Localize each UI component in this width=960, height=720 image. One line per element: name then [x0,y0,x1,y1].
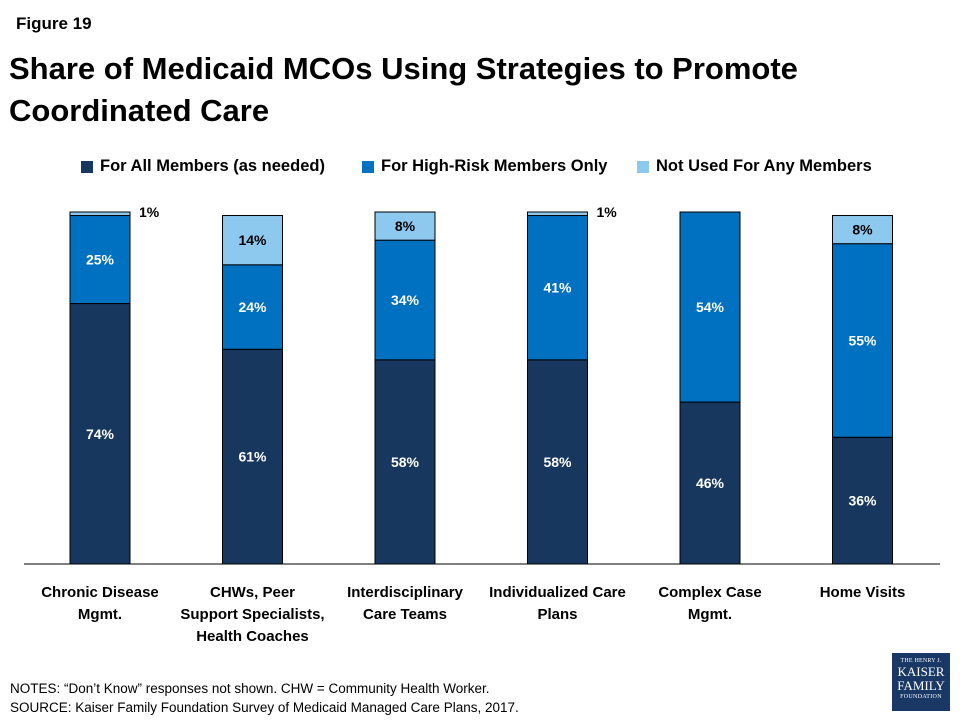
data-label-not-used: 8% [395,218,416,234]
data-label-all-members: 61% [238,449,267,465]
legend-label-all-members: For All Members (as needed) [100,157,325,175]
legend-label-not-used: Not Used For Any Members [656,157,872,175]
bar-segment-all-members [832,436,893,565]
bar-segment-high-risk [69,215,131,305]
legend-swatch-high-risk [362,160,374,173]
legend-item-high-risk: For High-Risk Members Only [362,157,607,176]
category-label: Mgmt. [78,606,122,623]
legend-swatch-not-used [637,160,649,173]
notes: NOTES: “Don’t Know” responses not shown.… [10,679,519,717]
category-label: Interdisciplinary [347,584,464,601]
data-label-all-members: 58% [543,454,572,470]
category-label: Complex Case [658,584,761,601]
data-label-all-members: 36% [848,493,877,509]
category-label: Home Visits [820,584,906,601]
legend-swatch-all-members [81,160,93,173]
data-label-high-risk: 54% [696,299,725,315]
source-line: SOURCE: Kaiser Family Foundation Survey … [10,700,519,715]
data-label-not-used: 1% [139,204,160,220]
category-label: Health Coaches [196,628,309,645]
data-label-high-risk: 34% [391,292,420,308]
category-label: Individualized Care [489,584,626,601]
category-label: Chronic Disease [41,584,159,601]
bar-segment-not-used [69,211,131,217]
data-label-all-members: 58% [391,454,420,470]
legend: For All Members (as needed) For High-Ris… [0,157,960,181]
bar-segment-not-used [374,211,436,241]
bar-segment-not-used [222,215,283,266]
data-label-not-used: 1% [597,204,618,220]
bar-segment-all-members [374,359,436,565]
category-label: Support Specialists, [180,606,324,623]
kff-logo: THE HENRY J. KAISER FAMILY FOUNDATION [892,653,950,711]
bar-segment-high-risk [527,215,588,361]
data-label-high-risk: 24% [238,299,267,315]
figure-label: Figure 19 [16,14,92,33]
legend-label-high-risk: For High-Risk Members Only [381,157,608,175]
data-label-not-used: 8% [852,222,873,238]
category-label: CHWs, Peer [210,584,295,601]
data-label-all-members: 74% [86,426,115,442]
category-label: Mgmt. [688,606,732,623]
data-label-not-used: 14% [238,232,267,248]
category-label: Plans [537,606,577,623]
data-label-high-risk: 25% [86,252,115,268]
data-label-high-risk: 55% [848,332,877,348]
legend-item-not-used: Not Used For Any Members [637,157,872,176]
chart-title: Share of Medicaid MCOs Using Strategies … [9,51,798,128]
notes-line: NOTES: “Don’t Know” responses not shown.… [10,681,490,696]
bar-segment-all-members [679,401,741,565]
legend-item-all-members: For All Members (as needed) [81,157,325,176]
category-label: Care Teams [363,606,447,623]
bar-segment-high-risk [374,239,436,361]
stacked-bar-chart: 74% 25% 1% Chronic Disease Mgmt. 61% 24% 14% CHW… [24,204,940,645]
bar-segment-not-used [832,215,893,245]
bar-segment-not-used [527,211,588,217]
bar-segment-high-risk [222,264,283,350]
data-label-all-members: 46% [696,475,725,491]
bar-segment-high-risk [679,211,741,403]
bar-segment-high-risk [832,243,893,438]
data-label-high-risk: 41% [543,280,572,296]
